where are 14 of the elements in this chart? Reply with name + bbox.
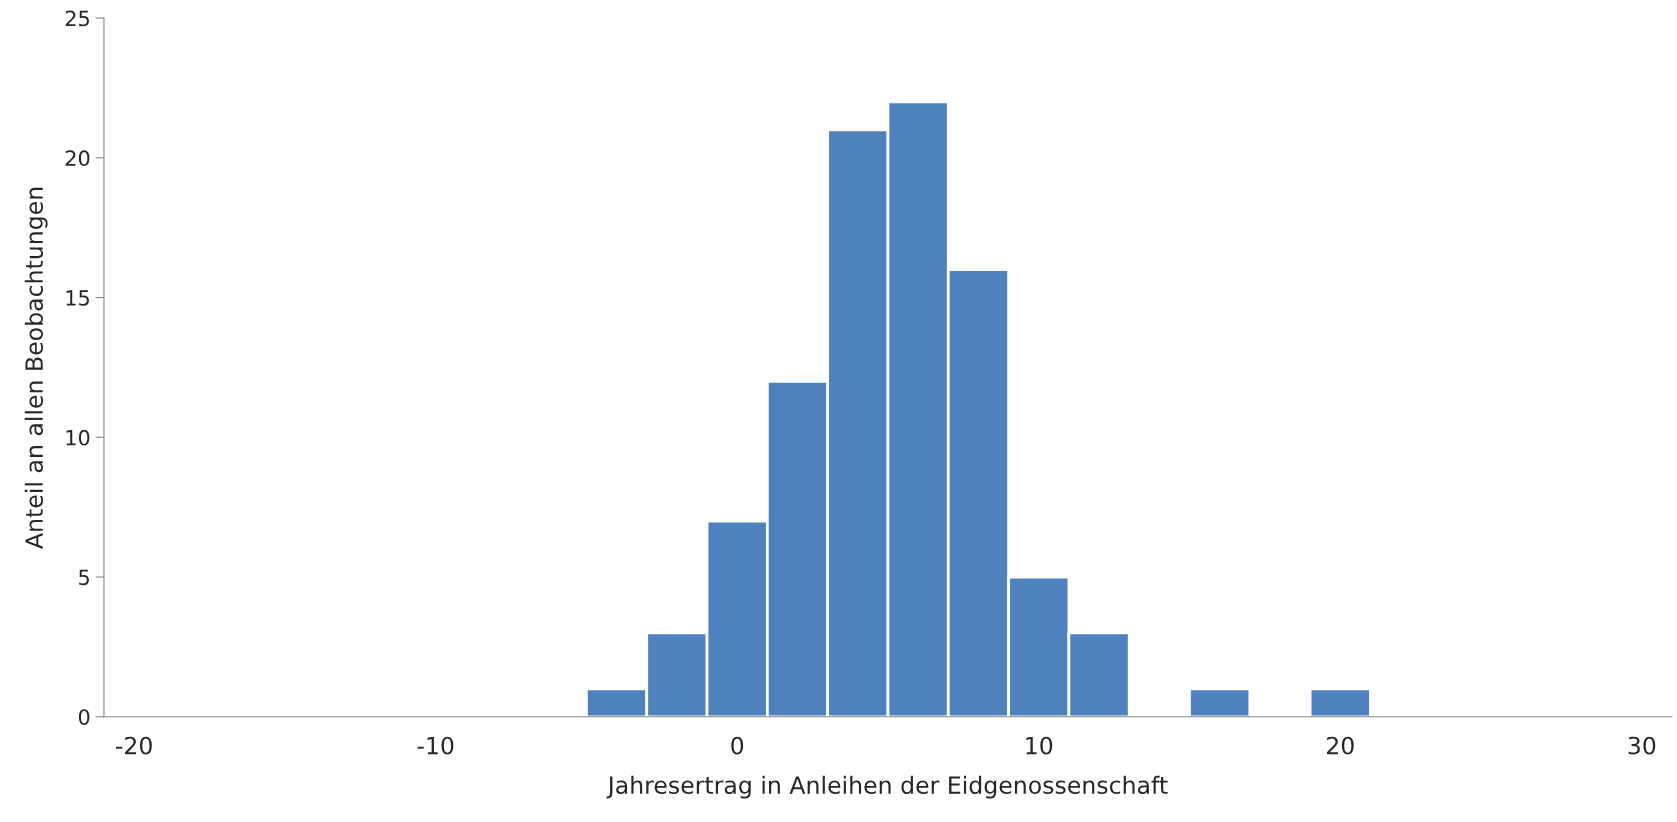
x-tick-label: -10 <box>417 736 454 755</box>
y-tick-label: 25 <box>65 10 89 27</box>
x-tick-label: 20 <box>1326 736 1354 755</box>
x-tick-label: 10 <box>1026 736 1053 755</box>
x-axis-title: Jahresertrag in Anleihen der Eidgenossenschaft <box>606 775 1168 799</box>
x-tick-label: -20 <box>116 736 152 755</box>
y-tick-label: 10 <box>66 429 90 446</box>
y-axis-title: Anteil an allen Beobachtungen <box>24 187 48 549</box>
y-tick-label: 5 <box>79 569 89 586</box>
y-tick-label: 0 <box>78 709 90 725</box>
y-tick-label: 15 <box>66 290 89 306</box>
x-tick-label: 30 <box>1628 736 1656 755</box>
x-tick-label: 0 <box>731 736 744 755</box>
y-tick-label: 20 <box>65 150 90 167</box>
